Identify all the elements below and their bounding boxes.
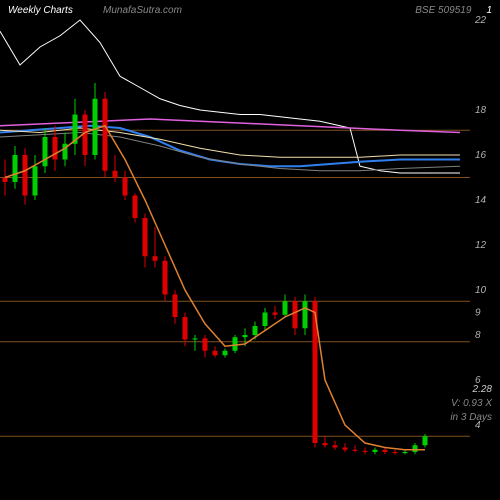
chart-title: Weekly Charts [8, 5, 73, 16]
svg-text:9: 9 [475, 308, 481, 319]
svg-text:18: 18 [475, 105, 487, 116]
svg-text:16: 16 [475, 150, 487, 161]
svg-text:14: 14 [475, 195, 487, 206]
volume-label: V: 0.93 X [450, 397, 492, 411]
symbol-label: BSE 509519 [415, 5, 471, 16]
svg-text:22: 22 [474, 15, 487, 26]
source-label: MunafaSutra.com [103, 5, 182, 16]
chart-container: Weekly Charts MunafaSutra.com BSE 509519… [0, 0, 500, 500]
svg-text:12: 12 [475, 240, 487, 251]
candlestick-chart: 4689101214161822 [0, 0, 500, 500]
current-price: 2.28 [450, 383, 492, 397]
svg-text:10: 10 [475, 285, 487, 296]
info-box: 2.28 V: 0.93 X in 3 Days [450, 383, 492, 425]
page-number: 1 [486, 5, 492, 16]
svg-text:8: 8 [475, 330, 481, 341]
chart-header: Weekly Charts MunafaSutra.com BSE 509519… [8, 5, 492, 16]
days-label: in 3 Days [450, 411, 492, 425]
